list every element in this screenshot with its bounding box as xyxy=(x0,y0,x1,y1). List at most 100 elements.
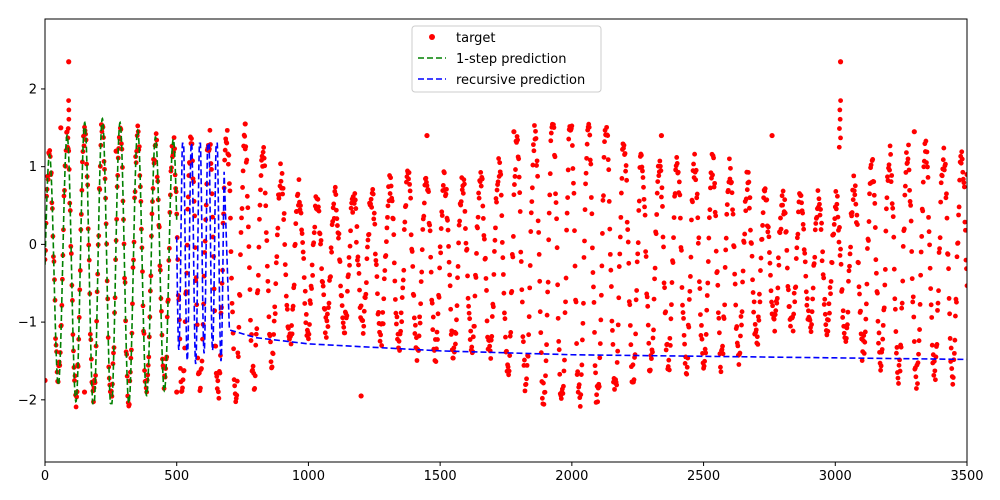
target-point xyxy=(615,322,621,328)
target-point xyxy=(817,212,823,218)
target-point xyxy=(670,260,676,266)
target-point xyxy=(114,216,120,222)
target-point xyxy=(947,336,953,341)
target-point xyxy=(636,208,642,213)
target-point xyxy=(157,263,163,269)
target-point xyxy=(964,283,967,289)
target-point xyxy=(146,354,152,360)
target-point xyxy=(407,188,413,194)
target-point xyxy=(264,238,270,244)
target-point xyxy=(250,363,256,369)
target-point xyxy=(627,323,633,328)
target-point xyxy=(587,132,593,138)
target-point xyxy=(726,156,732,162)
target-point xyxy=(575,369,581,375)
target-point xyxy=(906,142,911,148)
target-point xyxy=(229,300,235,306)
target-point xyxy=(619,176,625,181)
target-point xyxy=(863,316,869,322)
legend: target 1-step prediction recursive predi… xyxy=(411,25,602,93)
target-point xyxy=(66,98,72,104)
target-point xyxy=(373,258,379,263)
target-point xyxy=(822,311,828,317)
target-point xyxy=(595,399,601,405)
target-point xyxy=(734,324,740,329)
target-point xyxy=(222,157,228,163)
target-point xyxy=(937,246,942,252)
target-point xyxy=(324,318,330,324)
target-point xyxy=(436,294,442,300)
target-point xyxy=(721,316,727,321)
target-point xyxy=(269,364,275,370)
target-point xyxy=(312,224,318,230)
target-point xyxy=(643,254,649,259)
target-point xyxy=(213,343,219,349)
x-axis: 0 500 1000 1500 2000 2500 3000 3500 xyxy=(41,462,984,484)
target-point xyxy=(66,107,72,113)
target-point xyxy=(282,262,288,267)
target-point xyxy=(371,216,377,222)
target-point xyxy=(579,362,585,368)
target-point xyxy=(548,130,554,136)
target-point xyxy=(293,221,299,227)
target-point xyxy=(740,268,746,274)
target-point xyxy=(86,242,92,248)
target-point xyxy=(892,296,898,302)
target-point xyxy=(640,175,646,180)
target-point xyxy=(72,378,77,383)
target-point xyxy=(890,205,896,211)
target-point xyxy=(826,317,831,323)
target-point xyxy=(537,278,543,284)
target-point xyxy=(235,354,241,360)
target-point xyxy=(274,232,280,238)
target-point xyxy=(947,311,953,317)
target-point xyxy=(124,373,130,379)
target-point xyxy=(840,315,846,320)
target-point xyxy=(279,171,285,176)
target-point xyxy=(281,217,287,222)
target-point xyxy=(782,197,788,203)
target-point xyxy=(851,173,857,179)
target-point xyxy=(542,389,548,395)
target-point xyxy=(914,386,919,391)
target-point xyxy=(819,220,824,226)
target-point xyxy=(370,187,376,192)
target-point xyxy=(379,343,385,348)
target-point xyxy=(578,392,584,398)
target-point xyxy=(527,263,533,268)
target-point xyxy=(419,247,425,253)
target-point xyxy=(898,344,904,350)
target-point xyxy=(234,378,240,384)
target-point xyxy=(517,209,523,214)
target-point xyxy=(659,194,664,200)
target-point xyxy=(738,314,744,319)
target-point xyxy=(875,318,881,324)
target-point xyxy=(711,184,717,190)
target-point xyxy=(87,331,93,337)
target-point xyxy=(368,196,374,202)
target-point xyxy=(689,217,694,223)
target-point xyxy=(331,201,337,207)
target-point xyxy=(446,259,452,265)
target-point xyxy=(255,288,261,293)
target-point xyxy=(949,366,955,371)
target-point xyxy=(631,377,637,383)
target-point xyxy=(385,203,391,209)
target-point xyxy=(447,272,453,278)
target-point xyxy=(338,283,343,289)
target-point xyxy=(612,386,617,392)
target-point xyxy=(724,211,730,217)
target-point xyxy=(258,173,264,178)
target-point xyxy=(845,322,850,328)
target-point xyxy=(526,332,532,338)
target-point xyxy=(257,216,262,222)
target-point xyxy=(728,165,733,171)
target-point xyxy=(587,157,593,163)
target-point xyxy=(284,306,290,312)
target-point xyxy=(394,321,399,327)
target-point xyxy=(322,306,328,312)
target-point xyxy=(625,239,631,245)
target-point xyxy=(960,169,966,175)
target-point xyxy=(693,177,699,183)
target-point xyxy=(472,293,478,299)
